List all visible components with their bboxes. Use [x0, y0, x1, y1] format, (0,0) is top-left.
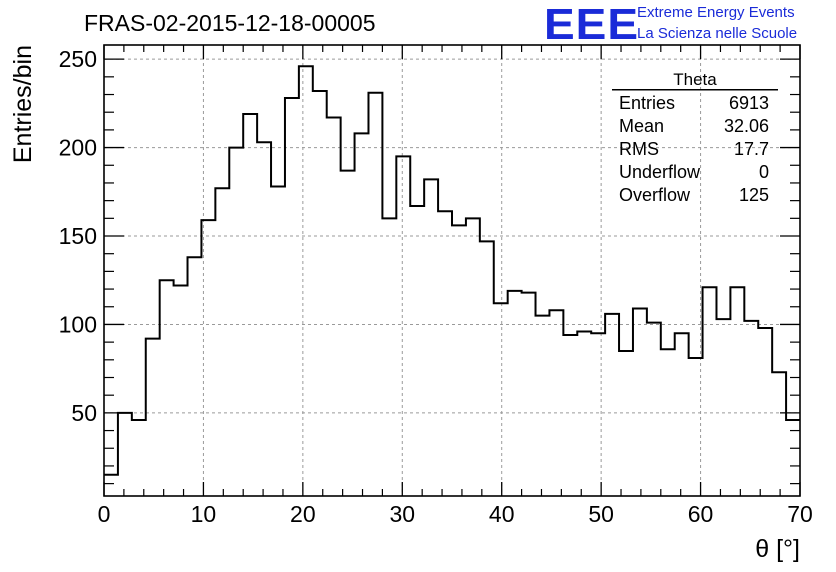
- stat-value-rms: 17.7: [733, 139, 769, 159]
- stat-label-mean: Mean: [619, 116, 665, 136]
- stat-value-underflow: 0: [758, 162, 769, 182]
- x-tick-label: 0: [98, 501, 111, 527]
- x-tick-label: 20: [290, 501, 316, 527]
- axis-ticks: [103, 45, 801, 496]
- eee-logo-mark: EEE: [544, 0, 640, 49]
- x-tick-label: 10: [191, 501, 217, 527]
- y-tick-label: 50: [71, 400, 97, 426]
- x-tick-label: 40: [489, 501, 515, 527]
- y-tick-label: 250: [59, 46, 97, 72]
- x-tick-label: 60: [688, 501, 714, 527]
- x-axis-label: θ [°]: [755, 535, 800, 563]
- x-tick-label: 50: [588, 501, 614, 527]
- y-tick-label: 100: [59, 311, 97, 337]
- x-tick-label: 30: [389, 501, 415, 527]
- stat-label-entries: Entries: [619, 93, 676, 113]
- stat-value-overflow: 125: [738, 185, 769, 205]
- x-tick-label: 70: [787, 501, 813, 527]
- stat-value-entries: 6913: [728, 93, 769, 113]
- histogram-series: [104, 65, 800, 476]
- logo-line-2: La Scienza nelle Scuole: [637, 25, 798, 42]
- stat-label-underflow: Underflow: [619, 162, 701, 182]
- stats-box-divider: [612, 89, 778, 91]
- stats-title: Theta: [673, 70, 717, 89]
- y-tick-label: 150: [59, 223, 97, 249]
- stat-label-rms: RMS: [619, 139, 659, 159]
- plot-frame: [103, 44, 801, 497]
- y-axis-label: Entries/bin: [9, 45, 37, 163]
- y-tick-label: 200: [59, 135, 97, 161]
- tick-labels: 0 10 20 30 40 50 60 70 50 100 150 200 250: [59, 46, 813, 527]
- logo-line-1: Extreme Energy Events: [637, 4, 795, 21]
- stat-label-overflow: Overflow: [619, 185, 691, 205]
- chart-title: FRAS-02-2015-12-18-00005: [84, 10, 376, 36]
- grid-lines: [104, 45, 800, 496]
- stat-value-mean: 32.06: [723, 116, 769, 136]
